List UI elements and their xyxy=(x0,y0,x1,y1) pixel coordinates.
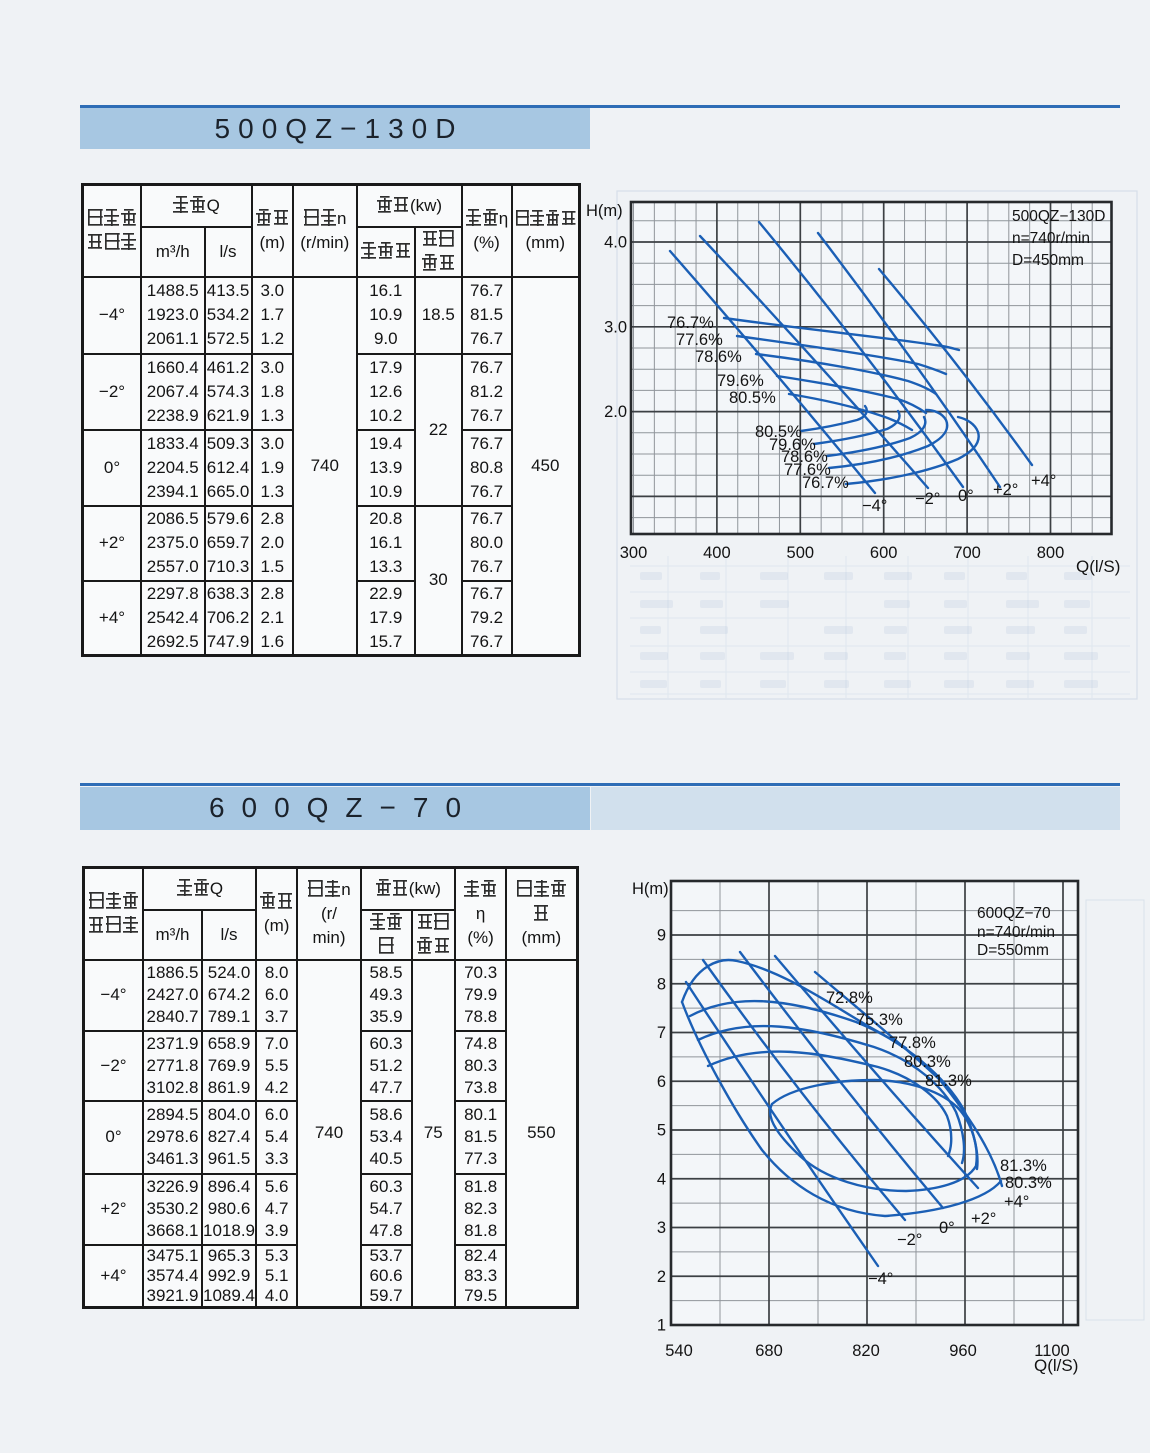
svg-text:n=740r/min: n=740r/min xyxy=(1012,230,1090,247)
svg-text:700: 700 xyxy=(953,544,981,562)
svg-text:78.6%: 78.6% xyxy=(781,448,828,466)
svg-text:540: 540 xyxy=(665,1342,693,1360)
svg-text:−4°: −4° xyxy=(862,497,887,515)
svg-text:77.6%: 77.6% xyxy=(676,331,723,349)
svg-text:81.3%: 81.3% xyxy=(1000,1157,1047,1175)
svg-text:3: 3 xyxy=(657,1219,666,1237)
svg-text:81.3%: 81.3% xyxy=(925,1072,972,1090)
svg-text:800: 800 xyxy=(1037,544,1065,562)
svg-text:0°: 0° xyxy=(958,487,974,505)
svg-text:300: 300 xyxy=(620,544,648,562)
svg-text:79.6%: 79.6% xyxy=(717,372,764,390)
svg-text:n=740r/min: n=740r/min xyxy=(977,924,1055,941)
svg-text:680: 680 xyxy=(755,1342,783,1360)
svg-text:1: 1 xyxy=(657,1317,666,1335)
svg-text:+4°: +4° xyxy=(1031,472,1056,490)
svg-text:80.3%: 80.3% xyxy=(1005,1174,1052,1192)
svg-text:−4°: −4° xyxy=(868,1270,893,1288)
svg-text:76.7%: 76.7% xyxy=(802,474,849,492)
svg-text:8: 8 xyxy=(657,975,666,993)
svg-text:2: 2 xyxy=(657,1268,666,1286)
svg-text:79.6%: 79.6% xyxy=(769,436,816,454)
svg-text:H(m): H(m) xyxy=(586,202,623,220)
svg-text:4: 4 xyxy=(657,1170,666,1188)
svg-text:9: 9 xyxy=(657,927,666,945)
svg-text:77.6%: 77.6% xyxy=(784,461,831,479)
svg-text:5: 5 xyxy=(657,1122,666,1140)
svg-text:77.8%: 77.8% xyxy=(889,1034,936,1052)
svg-text:820: 820 xyxy=(852,1342,880,1360)
svg-text:78.6%: 78.6% xyxy=(695,348,742,366)
svg-text:500: 500 xyxy=(787,544,815,562)
svg-text:80.5%: 80.5% xyxy=(729,389,776,407)
svg-text:72.8%: 72.8% xyxy=(826,989,873,1007)
svg-text:400: 400 xyxy=(703,544,731,562)
svg-text:600QZ−70: 600QZ−70 xyxy=(977,905,1051,922)
svg-text:3.0: 3.0 xyxy=(604,318,627,336)
svg-text:6: 6 xyxy=(657,1073,666,1091)
svg-text:+4°: +4° xyxy=(1004,1193,1029,1211)
svg-text:D=450mm: D=450mm xyxy=(1012,252,1084,269)
svg-text:1100: 1100 xyxy=(1034,1342,1069,1360)
svg-text:+2°: +2° xyxy=(993,481,1018,499)
svg-text:80.3%: 80.3% xyxy=(904,1053,951,1071)
svg-text:4.0: 4.0 xyxy=(604,234,627,252)
svg-text:−2°: −2° xyxy=(897,1231,922,1249)
svg-text:D=550mm: D=550mm xyxy=(977,942,1049,959)
svg-text:0°: 0° xyxy=(939,1219,955,1237)
svg-text:80.5%: 80.5% xyxy=(755,423,802,441)
svg-text:Q(l/S): Q(l/S) xyxy=(1034,1356,1078,1375)
svg-text:H(m): H(m) xyxy=(632,880,669,898)
svg-text:−2°: −2° xyxy=(915,490,940,508)
svg-text:76.7%: 76.7% xyxy=(667,314,714,332)
svg-text:600: 600 xyxy=(870,544,898,562)
svg-text:+2°: +2° xyxy=(971,1210,996,1228)
svg-text:960: 960 xyxy=(949,1342,977,1360)
svg-text:Q(l/S): Q(l/S) xyxy=(1076,557,1120,576)
svg-text:2.0: 2.0 xyxy=(604,403,627,421)
svg-text:500QZ−130D: 500QZ−130D xyxy=(1012,208,1106,225)
svg-text:75.3%: 75.3% xyxy=(856,1011,903,1029)
svg-text:7: 7 xyxy=(657,1024,666,1042)
